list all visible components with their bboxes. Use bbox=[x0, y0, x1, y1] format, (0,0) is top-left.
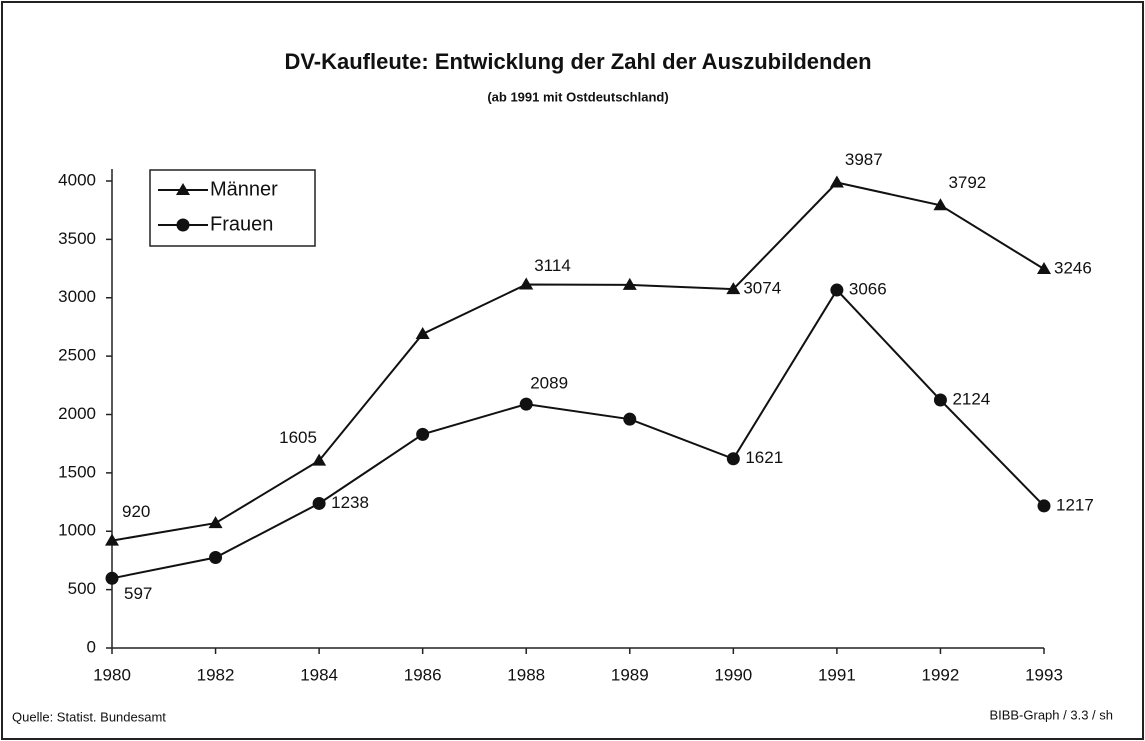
x-tick-label: 1989 bbox=[611, 665, 649, 684]
x-tick-label: 1988 bbox=[507, 665, 545, 684]
legend-box bbox=[149, 169, 316, 247]
chart-subtitle: (ab 1991 mit Ostdeutschland) bbox=[487, 89, 668, 104]
data-point bbox=[726, 452, 740, 466]
data-label: 1605 bbox=[279, 428, 317, 447]
legend-label: Männer bbox=[210, 178, 278, 200]
data-point bbox=[933, 198, 948, 211]
data-label: 2089 bbox=[530, 374, 568, 393]
data-point bbox=[312, 496, 326, 510]
data-point bbox=[415, 326, 430, 339]
y-tick-label: 4000 bbox=[58, 170, 96, 189]
data-label: 3066 bbox=[849, 280, 887, 299]
data-point bbox=[933, 393, 947, 407]
x-tick-label: 1982 bbox=[197, 665, 235, 684]
data-point bbox=[1037, 262, 1051, 275]
data-point bbox=[208, 516, 223, 529]
x-tick-label: 1992 bbox=[922, 665, 960, 684]
data-point bbox=[726, 282, 741, 295]
data-label: 597 bbox=[124, 584, 152, 603]
x-tick-label: 1984 bbox=[300, 665, 338, 684]
data-point bbox=[312, 453, 327, 466]
x-tick-label: 1990 bbox=[714, 665, 752, 684]
data-label: 3246 bbox=[1054, 259, 1092, 278]
data-label: 3987 bbox=[845, 150, 883, 169]
chart-title: DV-Kaufleute: Entwicklung der Zahl der A… bbox=[284, 49, 871, 74]
x-tick-label: 1991 bbox=[818, 665, 856, 684]
data-label: 3074 bbox=[743, 279, 781, 298]
data-point bbox=[1037, 499, 1051, 513]
x-tick-label: 1986 bbox=[404, 665, 442, 684]
y-tick-label: 2500 bbox=[58, 346, 96, 365]
data-point bbox=[209, 551, 223, 565]
data-point bbox=[416, 427, 430, 441]
data-point bbox=[623, 412, 637, 426]
y-tick-label: 500 bbox=[68, 579, 96, 598]
y-tick-label: 1000 bbox=[58, 521, 96, 540]
series-line bbox=[111, 288, 1045, 580]
data-label: 920 bbox=[122, 502, 150, 521]
credit: BIBB-Graph / 3.3 / sh bbox=[989, 707, 1113, 722]
y-tick-label: 2000 bbox=[58, 404, 96, 423]
y-tick-label: 3000 bbox=[58, 287, 96, 306]
data-label: 3114 bbox=[534, 256, 571, 275]
x-tick-label: 1980 bbox=[93, 665, 131, 684]
data-point bbox=[105, 571, 119, 585]
legend-marker bbox=[176, 183, 190, 195]
legend-marker bbox=[176, 218, 190, 232]
data-label: 2124 bbox=[952, 390, 990, 409]
data-point bbox=[829, 175, 844, 188]
data-label: 1217 bbox=[1056, 495, 1094, 514]
data-point bbox=[105, 533, 119, 546]
y-tick-label: 0 bbox=[87, 637, 96, 656]
y-tick-label: 3500 bbox=[58, 229, 96, 248]
data-label: 1621 bbox=[745, 448, 783, 467]
y-tick-label: 1500 bbox=[58, 462, 96, 481]
data-point bbox=[622, 277, 637, 290]
series-line bbox=[111, 181, 1045, 542]
source: Quelle: Statist. Bundesamt bbox=[12, 709, 166, 724]
data-point bbox=[519, 397, 533, 411]
legend-label: Frauen bbox=[210, 213, 273, 235]
data-label: 1238 bbox=[331, 493, 369, 512]
data-point bbox=[830, 283, 844, 297]
data-point bbox=[519, 277, 534, 290]
x-tick-label: 1993 bbox=[1025, 665, 1063, 684]
data-label: 3792 bbox=[948, 173, 986, 192]
